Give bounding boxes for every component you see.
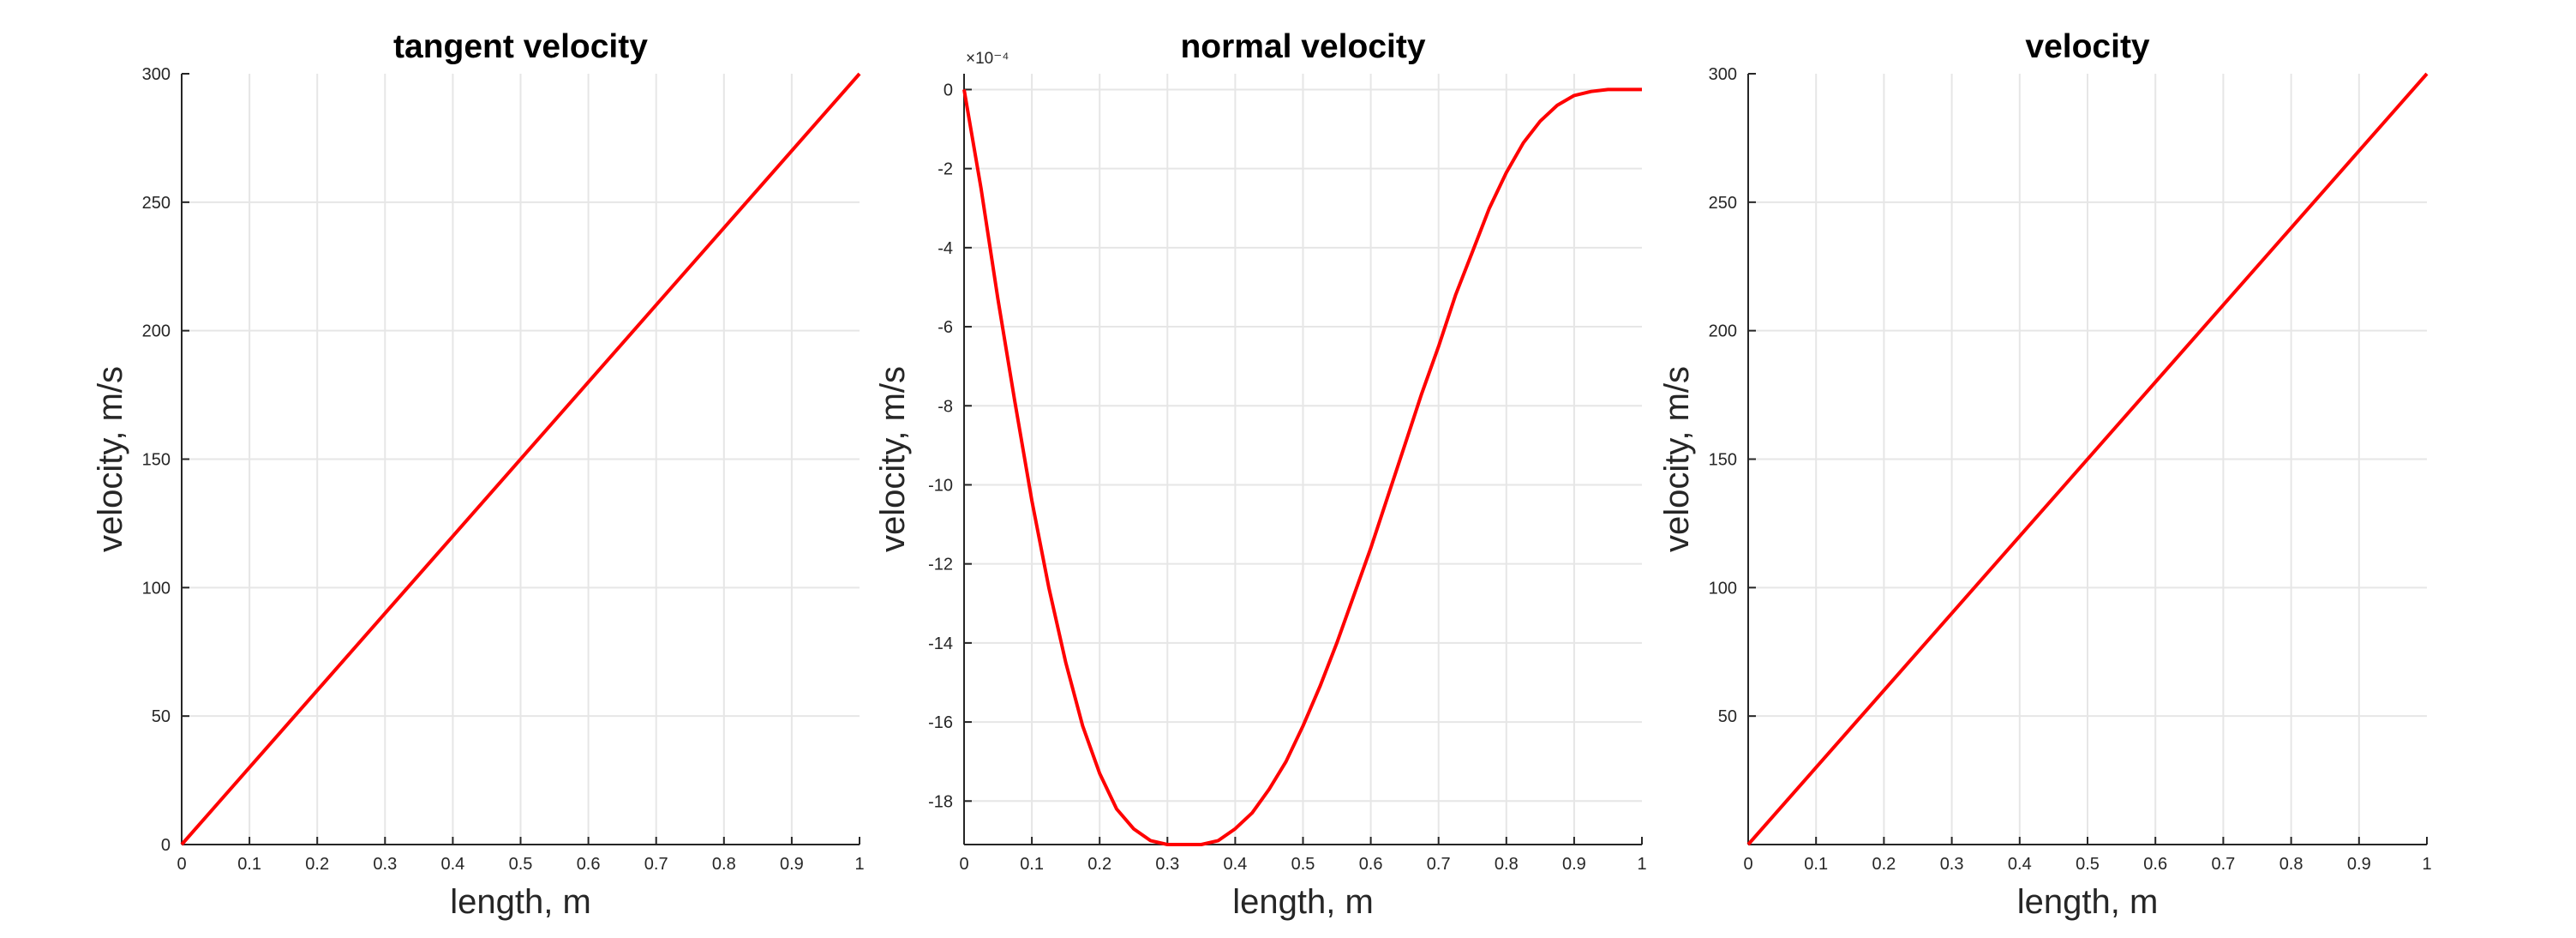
x-tick-label: 0.7 xyxy=(644,855,668,874)
x-tick-label: 1 xyxy=(1637,855,1646,874)
x-tick-label: 0.9 xyxy=(2347,855,2371,874)
x-tick-label: 0.2 xyxy=(305,855,329,874)
series-line-1 xyxy=(1746,72,2429,846)
y-tick-label: -10 xyxy=(928,476,953,495)
x-tick-label: 0.9 xyxy=(1562,855,1586,874)
chart-panel-3: 0 0.1 0.2 0.3 0.4 0.5 0.6 0.7 0.8 0.9 150100150200… xyxy=(1658,28,2432,921)
x-tick-label: 0.9 xyxy=(780,855,804,874)
chart-panel-1: 0 0.1 0.2 0.3 0.4 0.5 0.6 0.7 0.8 0.9 1 0 50 100 150 20… xyxy=(92,28,865,921)
x-tick-label: 0.1 xyxy=(1020,855,1044,874)
x-tick-label: 0.6 xyxy=(2143,855,2167,874)
y-exponent-label: ×10⁻⁴ xyxy=(966,50,1009,68)
y-tick-label: -14 xyxy=(928,634,953,653)
x-tick-label: 0.6 xyxy=(1359,855,1383,874)
x-tick-label: 0.8 xyxy=(712,855,736,874)
x-tick-label: 0.2 xyxy=(1087,855,1111,874)
series-line-1 xyxy=(180,72,861,846)
y-tick-label: 50 xyxy=(152,707,171,726)
x-tick-label: 0.1 xyxy=(237,855,261,874)
x-tick-label: 0.5 xyxy=(2076,855,2100,874)
y-axis-label: velocity, m/s xyxy=(1658,366,1696,552)
y-axis-label: velocity, m/s xyxy=(874,366,912,552)
y-tick-label: 100 xyxy=(1709,579,1737,598)
x-tick-label: 0.4 xyxy=(440,855,464,874)
x-tick-label: 0.8 xyxy=(1495,855,1519,874)
y-tick-label: -16 xyxy=(928,713,953,732)
x-tick-label: 1 xyxy=(2422,855,2431,874)
chart-panel-2: 0 0.1 0.2 0.3 0.4 0.5 0.6 0.7 0.8 0.9 1 0 -2 -4 -6 -8 -1… xyxy=(874,28,1647,921)
x-axis-label: length, m xyxy=(450,883,591,921)
y-axis-label: velocity, m/s xyxy=(92,366,129,552)
y-tick-label: -12 xyxy=(928,556,953,574)
y-tick-label: 0 xyxy=(161,836,171,855)
y-tick-label: -2 xyxy=(938,160,953,179)
y-tick-label: 50 xyxy=(1718,707,1737,726)
y-tick-label: -18 xyxy=(928,792,953,811)
y-tick-label: 150 xyxy=(142,451,171,470)
x-tick-label: 0.8 xyxy=(2279,855,2303,874)
x-tick-label: 0.7 xyxy=(1427,855,1451,874)
y-tick-label: 250 xyxy=(142,194,171,213)
y-tick-label: -6 xyxy=(938,318,953,337)
x-tick-label: 1 xyxy=(854,855,864,874)
chart-title: velocity xyxy=(2025,28,2150,65)
x-tick-label: 0 xyxy=(1743,855,1752,874)
x-tick-label: 0.3 xyxy=(1940,855,1964,874)
y-tick-label: -4 xyxy=(938,239,953,258)
x-tick-label: 0.4 xyxy=(1223,855,1247,874)
x-tick-label: 0.3 xyxy=(373,855,397,874)
x-tick-label: 0 xyxy=(177,855,186,874)
x-tick-label: 0 xyxy=(959,855,968,874)
x-tick-label: 0.5 xyxy=(1291,855,1315,874)
x-tick-label: 0.2 xyxy=(1872,855,1896,874)
y-tick-label: 0 xyxy=(944,81,953,99)
x-tick-label: 0.4 xyxy=(2008,855,2032,874)
y-tick-label: 200 xyxy=(142,322,171,341)
chart-title: normal velocity xyxy=(1180,28,1425,65)
y-tick-label: 150 xyxy=(1709,451,1737,470)
x-tick-label: 0.6 xyxy=(577,855,601,874)
y-tick-label: -8 xyxy=(938,397,953,416)
x-tick-label: 0.7 xyxy=(2211,855,2235,874)
chart-title: tangent velocity xyxy=(393,28,648,65)
x-tick-label: 0.1 xyxy=(1804,855,1828,874)
y-tick-label: 300 xyxy=(1709,65,1737,84)
series-line-1 xyxy=(962,87,1642,846)
x-tick-label: 0.5 xyxy=(509,855,533,874)
x-axis-label: length, m xyxy=(1232,883,1374,921)
x-axis-label: length, m xyxy=(2017,883,2159,921)
x-tick-label: 0.3 xyxy=(1155,855,1179,874)
y-tick-label: 100 xyxy=(142,579,171,598)
y-tick-label: 250 xyxy=(1709,194,1737,213)
y-tick-label: 200 xyxy=(1709,322,1737,341)
y-tick-label: 300 xyxy=(142,65,171,84)
